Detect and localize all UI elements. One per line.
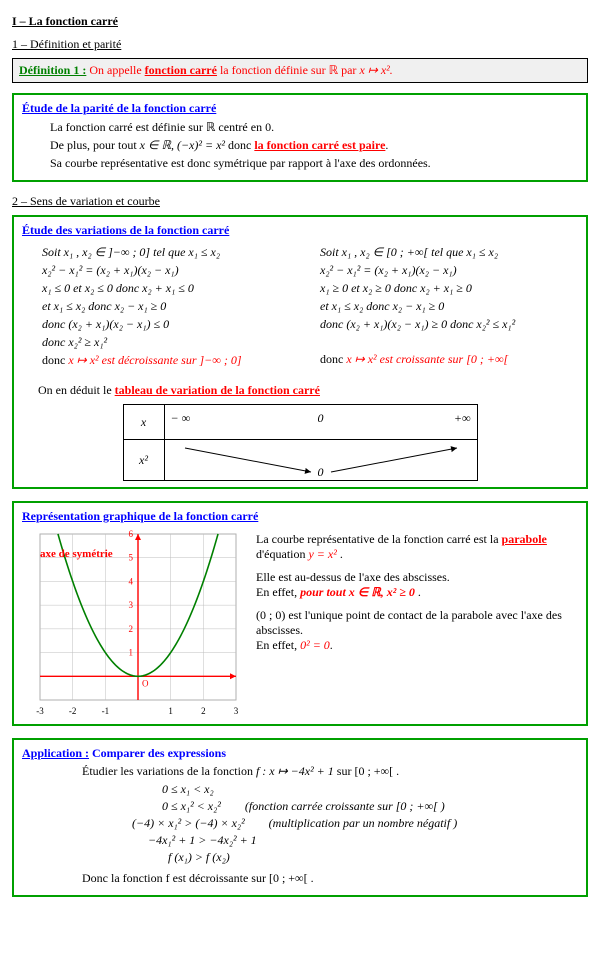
g-p6a: En effet, bbox=[256, 638, 300, 652]
g-p1a: La courbe représentative de la fonction … bbox=[256, 532, 502, 546]
app-l1: Étudier les variations de la fonction f … bbox=[22, 764, 578, 779]
svg-text:6: 6 bbox=[129, 529, 134, 539]
g-p5: (0 ; 0) est l'unique point de contact de… bbox=[256, 608, 562, 637]
vt-x: x bbox=[123, 405, 164, 440]
g-p4b: pour tout x ∈ ℝ, x² ≥ 0 bbox=[300, 585, 415, 599]
definition-pre: On appelle bbox=[89, 63, 144, 77]
definition-label: Définition 1 : bbox=[19, 63, 86, 77]
subsection-1: 1 – Définition et parité bbox=[12, 37, 588, 52]
vt-xrow: − ∞ 0 +∞ bbox=[164, 405, 477, 440]
app-equations: 0 ≤ x₁ < x₂ 0 ≤ x₁² < x₂² (fonction carré… bbox=[22, 782, 578, 865]
svg-text:-3: -3 bbox=[36, 706, 44, 716]
svg-text:-2: -2 bbox=[69, 706, 77, 716]
page-title: I – La fonction carré bbox=[12, 14, 588, 29]
svg-text:1: 1 bbox=[168, 706, 173, 716]
graph-title: Représentation graphique de la fonction … bbox=[22, 509, 578, 524]
variations-box: Étude des variations de la fonction carr… bbox=[12, 215, 588, 489]
app-l1b: f : x ↦ −4x² + 1 bbox=[256, 764, 334, 778]
vt-x2: x² bbox=[123, 440, 164, 481]
parity-l2m: x ∈ ℝ, (−x)² = x² bbox=[140, 138, 225, 152]
axe-symetrie-label: axe de symétrie bbox=[40, 548, 113, 560]
vt-zerob: 0 bbox=[318, 465, 324, 480]
var-right-spacer bbox=[320, 335, 578, 349]
var-right-b: x₂² − x₁² = (x₂ + x₁)(x₂ − x₁) bbox=[320, 263, 578, 278]
definition-expr: x ↦ x². bbox=[359, 63, 392, 77]
parity-l2b: donc bbox=[225, 138, 254, 152]
g-p4a: En effet, bbox=[256, 585, 300, 599]
var-right-g2: x ↦ x² est croissante sur [0 ; +∞[ bbox=[346, 352, 508, 366]
app-r2n: (fonction carrée croissante sur [0 ; +∞[… bbox=[245, 799, 445, 814]
app-r4: −4x₁² + 1 > −4x₂² + 1 bbox=[148, 833, 578, 848]
var-left-g2: x ↦ x² est décroissante sur ]−∞ ; 0] bbox=[68, 353, 241, 367]
var-left-c: x₁ ≤ 0 et x₂ ≤ 0 donc x₂ + x₁ ≤ 0 bbox=[42, 281, 300, 296]
app-label: Application : bbox=[22, 746, 89, 760]
parity-line-1: La fonction carré est définie sur ℝ cent… bbox=[50, 120, 578, 135]
application-box: Application : Comparer des expressions É… bbox=[12, 738, 588, 897]
var-right-g1: donc bbox=[320, 352, 346, 366]
svg-text:3: 3 bbox=[234, 706, 239, 716]
variations-right-col: Soit x₁ , x₂ ∈ [0 ; +∞[ tel que x₁ ≤ x₂ … bbox=[320, 242, 578, 371]
vt-zero: 0 bbox=[318, 411, 324, 426]
deduce-a: On en déduit le bbox=[38, 383, 115, 397]
vt-arrows: 0 bbox=[164, 440, 477, 481]
app-r1: 0 ≤ x₁ < x₂ bbox=[162, 782, 578, 797]
parity-l2r: la fonction carré est paire bbox=[254, 138, 385, 152]
app-r2: 0 ≤ x₁² < x₂² bbox=[162, 799, 221, 813]
g-p2a: d'équation bbox=[256, 547, 308, 561]
subsection-2: 2 – Sens de variation et courbe bbox=[12, 194, 588, 209]
svg-text:5: 5 bbox=[129, 553, 134, 563]
graph-box: Représentation graphique de la fonction … bbox=[12, 501, 588, 726]
var-right-g: donc x ↦ x² est croissante sur [0 ; +∞[ bbox=[320, 352, 578, 367]
parity-line-3: Sa courbe représentative est donc symétr… bbox=[50, 156, 578, 171]
vt-minf: − ∞ bbox=[171, 411, 191, 426]
app-title: Comparer des expressions bbox=[89, 746, 226, 760]
parity-l2a: De plus, pour tout bbox=[50, 138, 140, 152]
var-left-e: donc (x₂ + x₁)(x₂ − x₁) ≤ 0 bbox=[42, 317, 300, 332]
svg-text:1: 1 bbox=[129, 648, 134, 658]
var-right-e: donc (x₂ + x₁)(x₂ − x₁) ≥ 0 donc x₂² ≤ x… bbox=[320, 317, 578, 332]
parity-title: Étude de la parité de la fonction carré bbox=[22, 101, 578, 116]
svg-text:3: 3 bbox=[129, 600, 134, 610]
application-header: Application : Comparer des expressions bbox=[22, 746, 578, 761]
graph-text: La courbe représentative de la fonction … bbox=[256, 528, 578, 661]
variations-title: Étude des variations de la fonction carr… bbox=[22, 223, 578, 238]
svg-text:-1: -1 bbox=[102, 706, 110, 716]
variation-table: x − ∞ 0 +∞ x² 0 bbox=[123, 404, 478, 481]
definition-box: Définition 1 : On appelle fonction carré… bbox=[12, 58, 588, 83]
var-left-b: x₂² − x₁² = (x₂ + x₁)(x₂ − x₁) bbox=[42, 263, 300, 278]
svg-text:2: 2 bbox=[201, 706, 206, 716]
variations-deduce: On en déduit le tableau de variation de … bbox=[38, 383, 578, 398]
app-l1a: Étudier les variations de la fonction bbox=[82, 764, 256, 778]
svg-text:2: 2 bbox=[129, 624, 134, 634]
var-left-d: et x₁ ≤ x₂ donc x₂ − x₁ ≥ 0 bbox=[42, 299, 300, 314]
app-l1c: sur [0 ; +∞[ . bbox=[334, 764, 399, 778]
definition-term: fonction carré bbox=[145, 63, 217, 77]
parity-box: Étude de la parité de la fonction carré … bbox=[12, 93, 588, 182]
var-right-a: Soit x₁ , x₂ ∈ [0 ; +∞[ tel que x₁ ≤ x₂ bbox=[320, 245, 578, 260]
parity-line-2: De plus, pour tout x ∈ ℝ, (−x)² = x² don… bbox=[50, 138, 578, 153]
vt-pinf: +∞ bbox=[454, 411, 471, 426]
app-r5: f (x₁) > f (x₂) bbox=[168, 850, 578, 865]
svg-text:O: O bbox=[142, 678, 149, 688]
deduce-b: tableau de variation de la fonction carr… bbox=[115, 383, 320, 397]
var-right-c: x₁ ≥ 0 et x₂ ≥ 0 donc x₂ + x₁ ≥ 0 bbox=[320, 281, 578, 296]
var-left-g: donc x ↦ x² est décroissante sur ]−∞ ; 0… bbox=[42, 353, 300, 368]
g-p1b: parabole bbox=[502, 532, 547, 546]
var-left-f: donc x₂² ≥ x₁² bbox=[42, 335, 300, 350]
var-left-g1: donc bbox=[42, 353, 68, 367]
g-p3: Elle est au-dessus de l'axe des abscisse… bbox=[256, 570, 450, 584]
app-conclusion: Donc la fonction f est décroissante sur … bbox=[22, 871, 578, 886]
g-p2b: y = x² bbox=[308, 547, 336, 561]
g-p6b: 0² = 0 bbox=[300, 638, 330, 652]
svg-text:4: 4 bbox=[129, 576, 134, 586]
graph-container: -3 -2 -1 1 2 3 1 2 3 4 5 6 O axe de symétrie bbox=[22, 528, 242, 718]
app-r3: (−4) × x₁² > (−4) × x₂² bbox=[132, 816, 245, 830]
definition-post: la fonction définie sur ℝ par bbox=[217, 63, 359, 77]
variations-left-col: Soit x₁ , x₂ ∈ ]−∞ ; 0] tel que x₁ ≤ x₂ … bbox=[42, 242, 300, 371]
var-left-a: Soit x₁ , x₂ ∈ ]−∞ ; 0] tel que x₁ ≤ x₂ bbox=[42, 245, 300, 260]
var-right-d: et x₁ ≤ x₂ donc x₂ − x₁ ≥ 0 bbox=[320, 299, 578, 314]
app-r3n: (multiplication par un nombre négatif ) bbox=[269, 816, 458, 831]
